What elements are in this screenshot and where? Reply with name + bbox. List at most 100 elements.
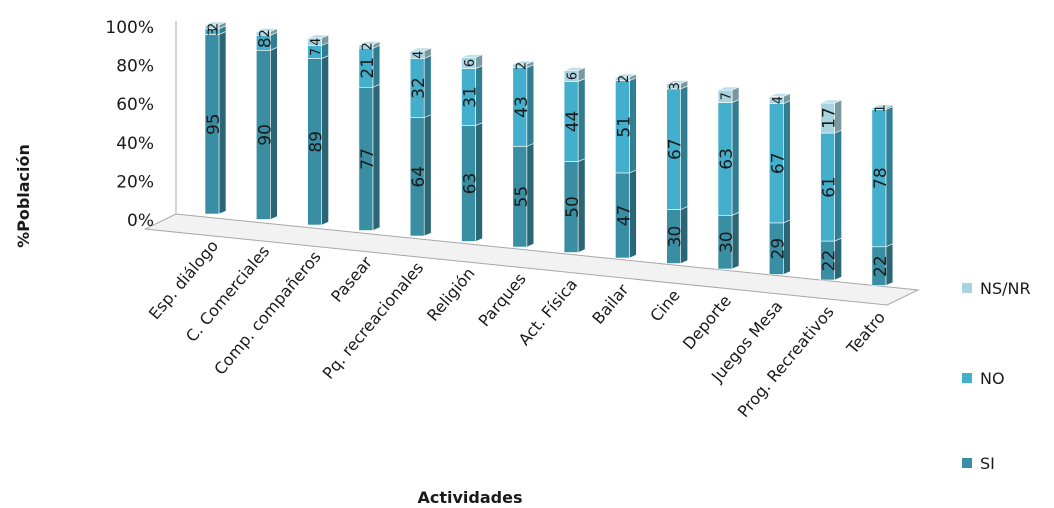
bar-segment-ns-nr: 6 bbox=[563, 67, 586, 82]
bar-segment-no: 67 bbox=[768, 100, 791, 224]
bar-segment-ns-nr: 2 bbox=[204, 21, 227, 31]
legend-label: SI bbox=[980, 454, 995, 473]
data-label: 4 bbox=[771, 96, 786, 104]
y-tick-label: 20% bbox=[116, 172, 154, 192]
bar-segment-si: 95 bbox=[204, 30, 227, 215]
bar-segment-ns-nr: 4 bbox=[307, 34, 329, 46]
data-label: 29 bbox=[768, 238, 788, 260]
data-label: 1 bbox=[873, 104, 888, 112]
bar-top-face bbox=[307, 34, 329, 39]
data-label: 95 bbox=[204, 113, 224, 135]
bar-top-face bbox=[410, 47, 432, 52]
y-tick-label: 80% bbox=[116, 57, 154, 77]
bar-top-face bbox=[461, 54, 483, 58]
legend-swatch bbox=[962, 458, 972, 468]
bar-segment-no: 51 bbox=[614, 77, 637, 174]
bar-segment-ns-nr: 3 bbox=[666, 80, 689, 90]
data-label: 3 bbox=[207, 27, 222, 35]
floor-plane bbox=[143, 213, 920, 306]
bar-segment-ns-nr: 1 bbox=[871, 104, 894, 113]
bar-segment-si: 22 bbox=[820, 237, 842, 281]
bar-top-face bbox=[666, 80, 688, 84]
bar-top-face bbox=[615, 73, 637, 78]
bar-top-face bbox=[563, 67, 586, 71]
bar-segment-si: 64 bbox=[409, 114, 432, 237]
data-label: 2 bbox=[514, 62, 529, 70]
bar-segment-si: 77 bbox=[358, 83, 381, 231]
bar-segment-no: 63 bbox=[717, 99, 740, 216]
bar-segment-ns-nr: 2 bbox=[615, 73, 637, 83]
data-label: 6 bbox=[463, 59, 478, 67]
bar-segment-ns-nr: 2 bbox=[358, 41, 381, 51]
data-label: 30 bbox=[717, 231, 737, 253]
bar-segment-ns-nr: 6 bbox=[461, 54, 483, 69]
bar-segment-ns-nr: 4 bbox=[409, 47, 432, 59]
bar-top-face bbox=[871, 104, 894, 109]
x-category-label: Pasear bbox=[327, 253, 376, 306]
bar-segment-si: 50 bbox=[563, 158, 586, 253]
data-label: 17 bbox=[820, 107, 840, 129]
bar-top-face bbox=[358, 41, 381, 45]
y-tick-label: 0% bbox=[127, 211, 154, 231]
x-axis-title: Actividades bbox=[418, 488, 523, 507]
bar-segment-si: 30 bbox=[717, 211, 740, 270]
data-label: 47 bbox=[614, 205, 634, 227]
data-label: 51 bbox=[614, 116, 634, 138]
data-label: 21 bbox=[358, 57, 378, 79]
data-label: 6 bbox=[566, 72, 581, 80]
bar-segment-si: 89 bbox=[307, 55, 329, 226]
bar-segment-no: 31 bbox=[461, 65, 483, 127]
legend: NS/NR NO SI bbox=[962, 279, 1031, 473]
bar-segment-si: 22 bbox=[871, 243, 894, 286]
data-label: 89 bbox=[307, 131, 327, 153]
data-label: 63 bbox=[461, 173, 481, 195]
legend-swatch bbox=[962, 373, 972, 383]
data-label: 67 bbox=[666, 138, 686, 160]
bar-segment-si: 55 bbox=[512, 142, 535, 248]
y-tick-label: 100% bbox=[105, 18, 154, 38]
legend-item-no: NO bbox=[962, 369, 1005, 388]
bar-top-face bbox=[512, 60, 534, 65]
bar-segment-no: 32 bbox=[409, 54, 432, 119]
y-tick-label: 40% bbox=[116, 134, 154, 154]
bar-top-face bbox=[204, 21, 227, 26]
x-category-label: Pq. recreacionales bbox=[319, 258, 428, 382]
bar-segment-ns-nr: 7 bbox=[717, 86, 740, 103]
data-label: 2 bbox=[360, 42, 375, 50]
bar-segment-si: 30 bbox=[666, 206, 689, 264]
bar-top-face bbox=[769, 93, 791, 97]
data-label: 43 bbox=[512, 96, 532, 118]
bar-segment-no: 21 bbox=[358, 44, 381, 88]
x-category-label: Bailar bbox=[588, 280, 632, 328]
data-label: 30 bbox=[666, 226, 686, 248]
legend-label: NS/NR bbox=[980, 279, 1031, 298]
bars: 9532908289747721264324633165543250446475… bbox=[204, 21, 894, 286]
bar-top-face bbox=[717, 86, 740, 91]
legend-swatch bbox=[962, 283, 972, 293]
x-category-label: Religión bbox=[423, 264, 478, 325]
chart-floor bbox=[143, 21, 920, 306]
data-label: 67 bbox=[768, 152, 788, 174]
x-category-label: Parques bbox=[474, 269, 529, 330]
bar-segment-no: 78 bbox=[871, 106, 894, 248]
data-label: 7 bbox=[720, 92, 735, 100]
data-label: 63 bbox=[717, 148, 737, 170]
data-label: 31 bbox=[461, 86, 481, 108]
x-category-label: Comp. compañeros bbox=[210, 247, 324, 378]
legend-item-si: SI bbox=[962, 454, 995, 473]
data-label: 22 bbox=[820, 250, 840, 272]
data-label: 4 bbox=[412, 51, 427, 59]
bar-segment-no: 44 bbox=[563, 77, 586, 162]
x-category-label: Deporte bbox=[679, 291, 735, 353]
legend-label: NO bbox=[980, 369, 1005, 388]
bar-segment-ns-nr: 2 bbox=[255, 28, 278, 38]
data-label: 50 bbox=[563, 196, 583, 218]
bar-segment-ns-nr: 17 bbox=[820, 99, 842, 134]
data-label: 2 bbox=[617, 75, 632, 83]
data-label: 8 bbox=[255, 37, 275, 48]
data-label: 4 bbox=[309, 38, 324, 46]
x-category-label: Cine bbox=[646, 286, 683, 325]
bar-segment-no: 43 bbox=[512, 64, 535, 147]
bar-segment-no: 67 bbox=[666, 85, 689, 210]
data-label: 77 bbox=[358, 148, 378, 170]
